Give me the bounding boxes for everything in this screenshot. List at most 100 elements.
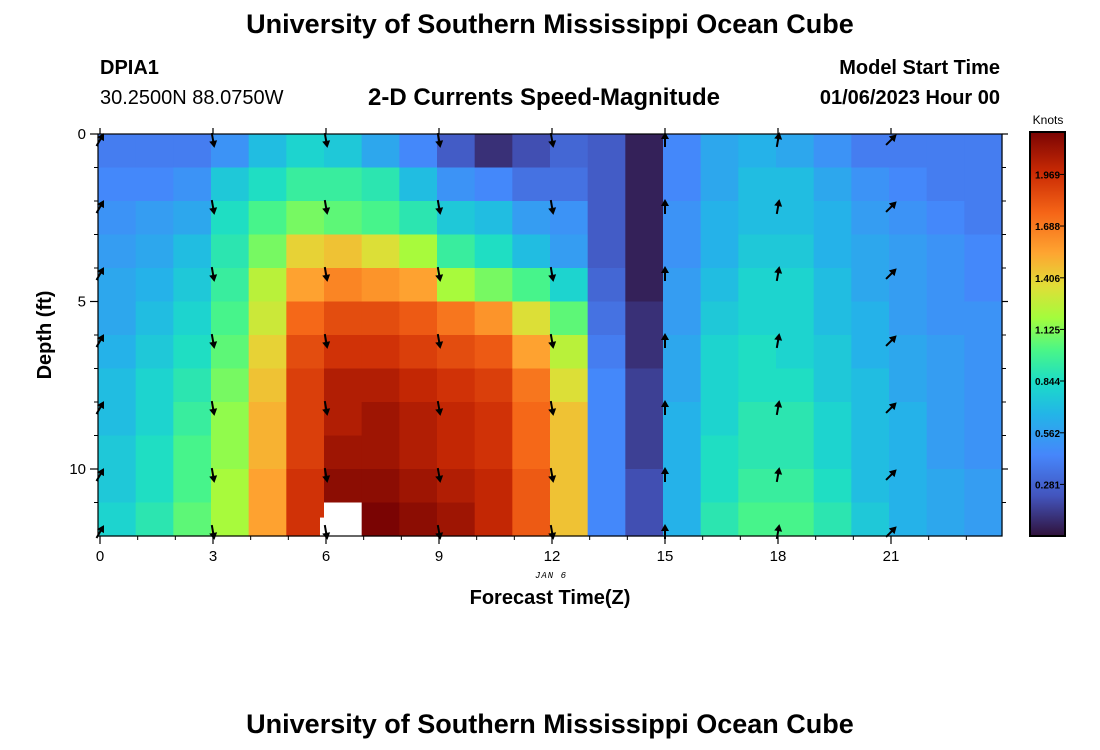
heatmap-cell (700, 368, 739, 403)
heatmap-cell (135, 167, 174, 202)
heatmap-cell (512, 402, 551, 437)
current-arrow (885, 201, 897, 213)
heatmap-cell (700, 167, 739, 202)
heatmap-cell (587, 502, 626, 537)
heatmap-cell (926, 234, 965, 269)
heatmap-cell (399, 435, 438, 470)
y-axis-label: Depth (ft) (34, 291, 56, 380)
model-start-value: 01/06/2023 Hour 00 (819, 87, 1000, 109)
current-arrow (661, 524, 669, 539)
current-arrow (95, 133, 104, 147)
heatmap-cell (474, 201, 513, 236)
heatmap-cell (550, 167, 589, 202)
heatmap-cell (700, 402, 739, 437)
heatmap-cell (361, 234, 400, 269)
heatmap-cell (437, 335, 476, 370)
heatmap-cell (851, 435, 890, 470)
heatmap-cell (813, 301, 852, 336)
current-arrow (435, 400, 444, 416)
heatmap-cell (776, 402, 815, 437)
colorbar-tick-label: 1.406 (1035, 274, 1060, 285)
heatmap-cell (587, 402, 626, 437)
heatmap-cell (587, 134, 626, 169)
colorbar-tick-label: 1.969 (1035, 170, 1060, 181)
heatmap-cell (98, 502, 137, 537)
heatmap-cell (361, 201, 400, 236)
heatmap-cell (173, 134, 212, 169)
heatmap-cell (738, 201, 777, 236)
heatmap-cell (851, 402, 890, 437)
heatmap-cell (700, 268, 739, 303)
heatmap-cell (211, 335, 250, 370)
heatmap-cell (173, 502, 212, 537)
heatmap-cell (738, 335, 777, 370)
colorbar-tick-label: 0.562 (1035, 429, 1060, 440)
heatmap-cell (738, 301, 777, 336)
heatmap-cell (324, 268, 363, 303)
heatmap-cell (625, 167, 664, 202)
current-arrow (322, 132, 331, 148)
heatmap-cell (625, 435, 664, 470)
heatmap-cell (437, 201, 476, 236)
heatmap-cell (813, 167, 852, 202)
colorbar-tick-label: 0.844 (1035, 377, 1060, 388)
heatmap-cell (889, 469, 928, 504)
x-tick-label: 12 (544, 548, 561, 565)
heatmap-cell (926, 502, 965, 537)
model-start-label: Model Start Time (839, 57, 1000, 79)
heatmap-cell (361, 502, 400, 537)
current-arrow (322, 266, 331, 282)
heatmap-cell (926, 469, 965, 504)
heatmap-cell (211, 234, 250, 269)
heatmap-cell (663, 469, 702, 504)
heatmap-cell (286, 201, 325, 236)
heatmap-cell (399, 134, 438, 169)
heatmap-cell (625, 402, 664, 437)
heatmap-cell (135, 469, 174, 504)
chart-subtitle: 2-D Currents Speed-Magnitude (368, 84, 721, 111)
heatmap-cell (964, 201, 1003, 236)
heatmap-cell (926, 268, 965, 303)
heatmap-cell (437, 502, 476, 537)
heatmap-cell (889, 368, 928, 403)
heatmap-cell (776, 167, 815, 202)
heatmap-cell (550, 435, 589, 470)
current-arrow (661, 199, 669, 214)
colorbar-tick-label: 0.281 (1035, 480, 1060, 491)
heatmap-cell (324, 335, 363, 370)
heatmap-cell (625, 301, 664, 336)
heatmap-cell (98, 134, 137, 169)
heatmap-cell (700, 234, 739, 269)
heatmap-cell (926, 201, 965, 236)
heatmap-cell (248, 268, 287, 303)
heatmap-cell (399, 469, 438, 504)
heatmap-cells (98, 134, 1003, 537)
heatmap-cell (851, 301, 890, 336)
heatmap-cell (776, 435, 815, 470)
heatmap-cell (851, 335, 890, 370)
heatmap-cell (926, 435, 965, 470)
heatmap-cell (474, 502, 513, 537)
current-arrow (548, 199, 557, 215)
current-arrow (661, 333, 669, 348)
heatmap-cell (926, 335, 965, 370)
heatmap-cell (625, 201, 664, 236)
heatmap-cell (361, 368, 400, 403)
heatmap-cell (663, 268, 702, 303)
heatmap-cell (663, 234, 702, 269)
heatmap-cell (248, 402, 287, 437)
heatmap-cell (587, 301, 626, 336)
heatmap-cell (437, 435, 476, 470)
heatmap-cell (248, 502, 287, 537)
heatmap-cell (211, 402, 250, 437)
heatmap-cell (776, 335, 815, 370)
heatmap-cell (550, 301, 589, 336)
colorbar-gradient (1029, 131, 1066, 537)
heatmap-cell (964, 402, 1003, 437)
heatmap-cell (851, 469, 890, 504)
current-arrow (885, 268, 897, 280)
heatmap-cell (437, 167, 476, 202)
heatmap-cell (474, 335, 513, 370)
heatmap-cell (550, 368, 589, 403)
current-arrow (548, 132, 557, 148)
